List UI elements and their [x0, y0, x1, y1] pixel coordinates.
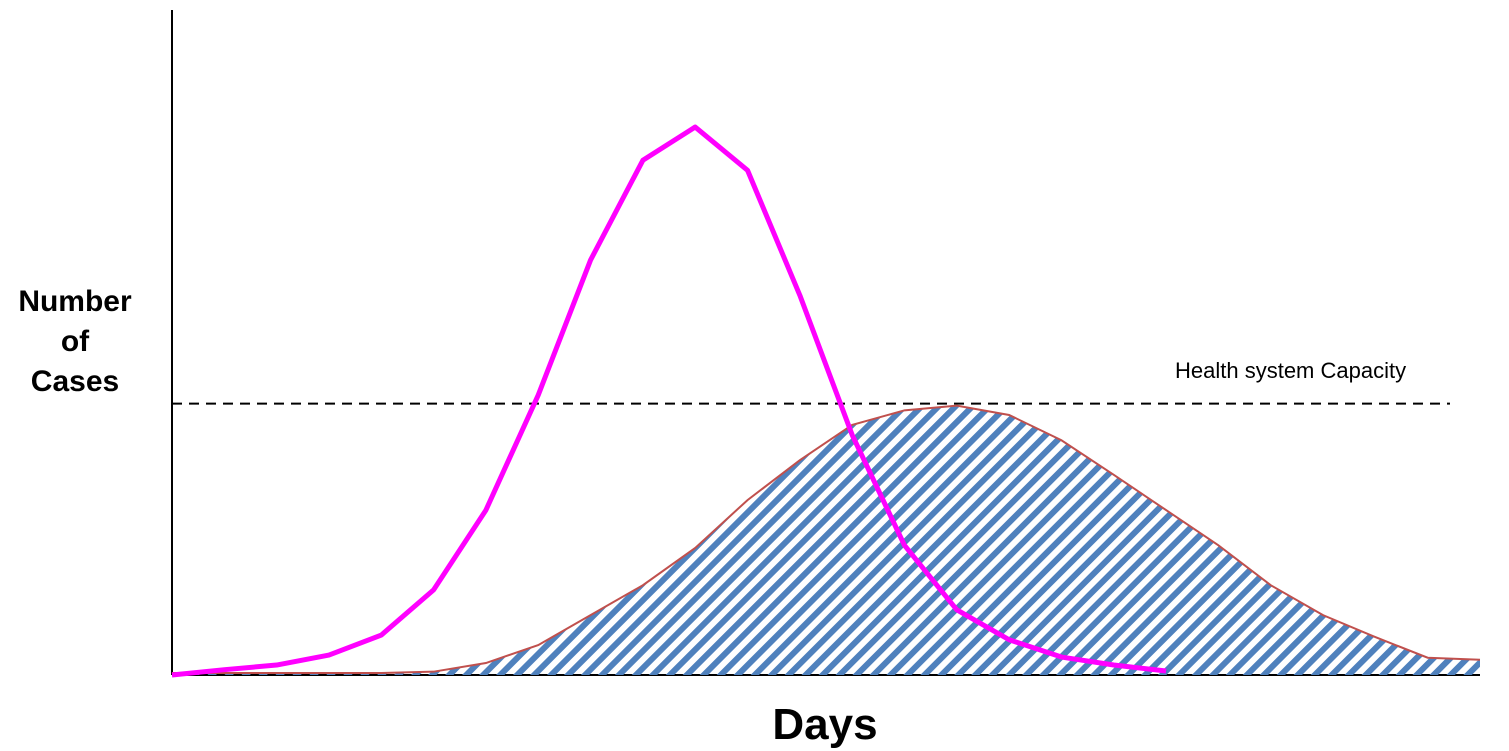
curve-line [171, 124, 1167, 678]
capacity-label: Health system Capacity [1175, 358, 1407, 383]
area-fill [172, 405, 1480, 675]
y-axis-label: Number of Cases [18, 285, 132, 398]
x-axis-label: Days [772, 700, 878, 749]
area-line [172, 404, 1481, 675]
